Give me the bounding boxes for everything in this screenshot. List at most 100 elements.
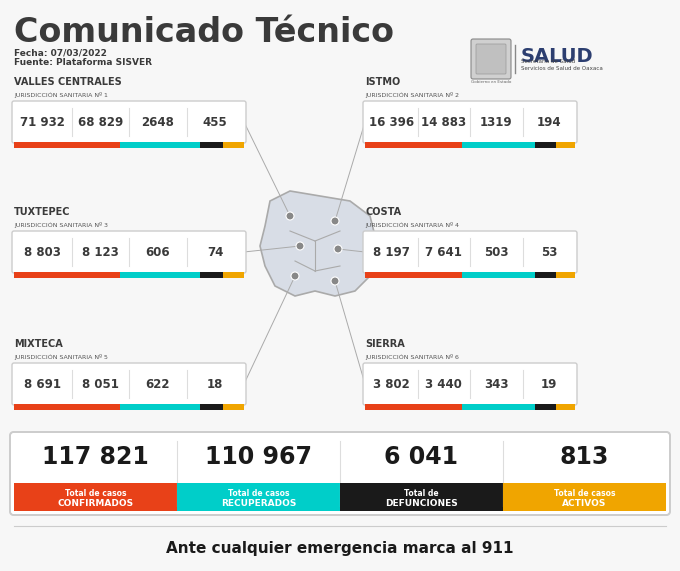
Text: TUXTEPEC: TUXTEPEC — [14, 207, 71, 217]
Text: 68 829: 68 829 — [78, 115, 123, 128]
Text: DEFUNCIONES: DEFUNCIONES — [385, 498, 458, 508]
Text: JURISDICCIÓN SANITARIA Nº 2: JURISDICCIÓN SANITARIA Nº 2 — [365, 92, 459, 98]
FancyBboxPatch shape — [476, 44, 506, 74]
FancyBboxPatch shape — [12, 231, 246, 273]
Text: 2648: 2648 — [141, 115, 174, 128]
Text: 7 641: 7 641 — [425, 246, 462, 259]
Circle shape — [296, 242, 304, 250]
Text: COSTA: COSTA — [365, 207, 401, 217]
Text: 117 821: 117 821 — [42, 445, 149, 469]
Text: 74: 74 — [207, 246, 224, 259]
Bar — [503, 483, 666, 511]
Bar — [462, 404, 535, 410]
FancyBboxPatch shape — [363, 363, 577, 405]
Text: 8 123: 8 123 — [82, 246, 118, 259]
Bar — [340, 483, 503, 511]
Bar — [14, 272, 120, 278]
Bar — [120, 404, 201, 410]
Bar — [201, 142, 223, 148]
Text: 8 197: 8 197 — [373, 246, 409, 259]
Bar — [535, 272, 556, 278]
Bar — [223, 272, 244, 278]
Bar — [223, 404, 244, 410]
Bar — [120, 142, 201, 148]
Text: ACTIVOS: ACTIVOS — [562, 498, 607, 508]
Text: JURISDICCIÓN SANITARIA Nº 6: JURISDICCIÓN SANITARIA Nº 6 — [365, 354, 459, 360]
FancyBboxPatch shape — [12, 101, 246, 143]
Bar — [201, 272, 223, 278]
Text: 8 803: 8 803 — [24, 246, 61, 259]
Bar — [201, 404, 223, 410]
Bar — [462, 272, 535, 278]
Bar — [14, 483, 177, 511]
Bar — [223, 142, 244, 148]
Text: 14 883: 14 883 — [421, 115, 466, 128]
Text: SALUD: SALUD — [521, 47, 594, 66]
Text: 53: 53 — [541, 246, 557, 259]
Text: 6 041: 6 041 — [384, 445, 458, 469]
Text: JURISDICCIÓN SANITARIA Nº 1: JURISDICCIÓN SANITARIA Nº 1 — [14, 92, 108, 98]
Text: 18: 18 — [207, 377, 224, 391]
Circle shape — [291, 272, 299, 280]
Bar — [365, 142, 462, 148]
Text: ISTMO: ISTMO — [365, 77, 401, 87]
Text: 8 051: 8 051 — [82, 377, 119, 391]
Text: 16 396: 16 396 — [369, 115, 414, 128]
Bar — [177, 483, 340, 511]
Text: 3 802: 3 802 — [373, 377, 409, 391]
Text: VALLES CENTRALES: VALLES CENTRALES — [14, 77, 122, 87]
Text: Total de casos: Total de casos — [228, 489, 289, 498]
Text: Total de casos: Total de casos — [65, 489, 126, 498]
Text: 3 440: 3 440 — [425, 377, 462, 391]
Bar — [556, 142, 575, 148]
Bar — [556, 404, 575, 410]
Bar — [14, 142, 120, 148]
Text: 455: 455 — [203, 115, 228, 128]
Text: 194: 194 — [537, 115, 561, 128]
Text: 622: 622 — [146, 377, 170, 391]
Text: Ante cualquier emergencia marca al 911: Ante cualquier emergencia marca al 911 — [166, 541, 514, 557]
Text: Gobierno en Estado: Gobierno en Estado — [471, 80, 511, 84]
Text: MIXTECA: MIXTECA — [14, 339, 63, 349]
FancyBboxPatch shape — [363, 101, 577, 143]
Text: Secretaría de Salud: Secretaría de Salud — [521, 59, 575, 64]
Bar — [365, 272, 462, 278]
Circle shape — [334, 245, 342, 253]
Text: SIERRA: SIERRA — [365, 339, 405, 349]
FancyBboxPatch shape — [10, 432, 670, 515]
Text: 19: 19 — [541, 377, 557, 391]
Bar — [14, 404, 120, 410]
Text: Fecha: 07/03/2022: Fecha: 07/03/2022 — [14, 48, 107, 57]
Bar — [535, 142, 556, 148]
Text: 503: 503 — [484, 246, 509, 259]
Text: 71 932: 71 932 — [20, 115, 65, 128]
Bar — [535, 404, 556, 410]
Text: 1319: 1319 — [480, 115, 513, 128]
Text: CONFIRMADOS: CONFIRMADOS — [57, 498, 133, 508]
Circle shape — [331, 277, 339, 285]
Text: Total de: Total de — [404, 489, 439, 498]
Circle shape — [286, 212, 294, 220]
Text: 343: 343 — [484, 377, 509, 391]
Bar — [556, 272, 575, 278]
FancyBboxPatch shape — [471, 39, 511, 79]
Bar — [462, 142, 535, 148]
Text: Comunicado Técnico: Comunicado Técnico — [14, 16, 394, 49]
Text: 110 967: 110 967 — [205, 445, 312, 469]
Text: JURISDICCIÓN SANITARIA Nº 4: JURISDICCIÓN SANITARIA Nº 4 — [365, 222, 459, 228]
Polygon shape — [260, 191, 375, 296]
Text: RECUPERADOS: RECUPERADOS — [221, 498, 296, 508]
Text: 8 691: 8 691 — [24, 377, 61, 391]
Circle shape — [331, 217, 339, 225]
Text: Total de casos: Total de casos — [554, 489, 615, 498]
Text: 606: 606 — [146, 246, 170, 259]
Text: Fuente: Plataforma SISVER: Fuente: Plataforma SISVER — [14, 58, 152, 67]
Text: Servicios de Salud de Oaxaca: Servicios de Salud de Oaxaca — [521, 66, 603, 71]
FancyBboxPatch shape — [12, 363, 246, 405]
Text: JURISDICCIÓN SANITARIA Nº 3: JURISDICCIÓN SANITARIA Nº 3 — [14, 222, 108, 228]
FancyBboxPatch shape — [363, 231, 577, 273]
Text: 813: 813 — [560, 445, 609, 469]
Bar — [120, 272, 201, 278]
Text: JURISDICCIÓN SANITARIA Nº 5: JURISDICCIÓN SANITARIA Nº 5 — [14, 354, 108, 360]
Bar — [365, 404, 462, 410]
